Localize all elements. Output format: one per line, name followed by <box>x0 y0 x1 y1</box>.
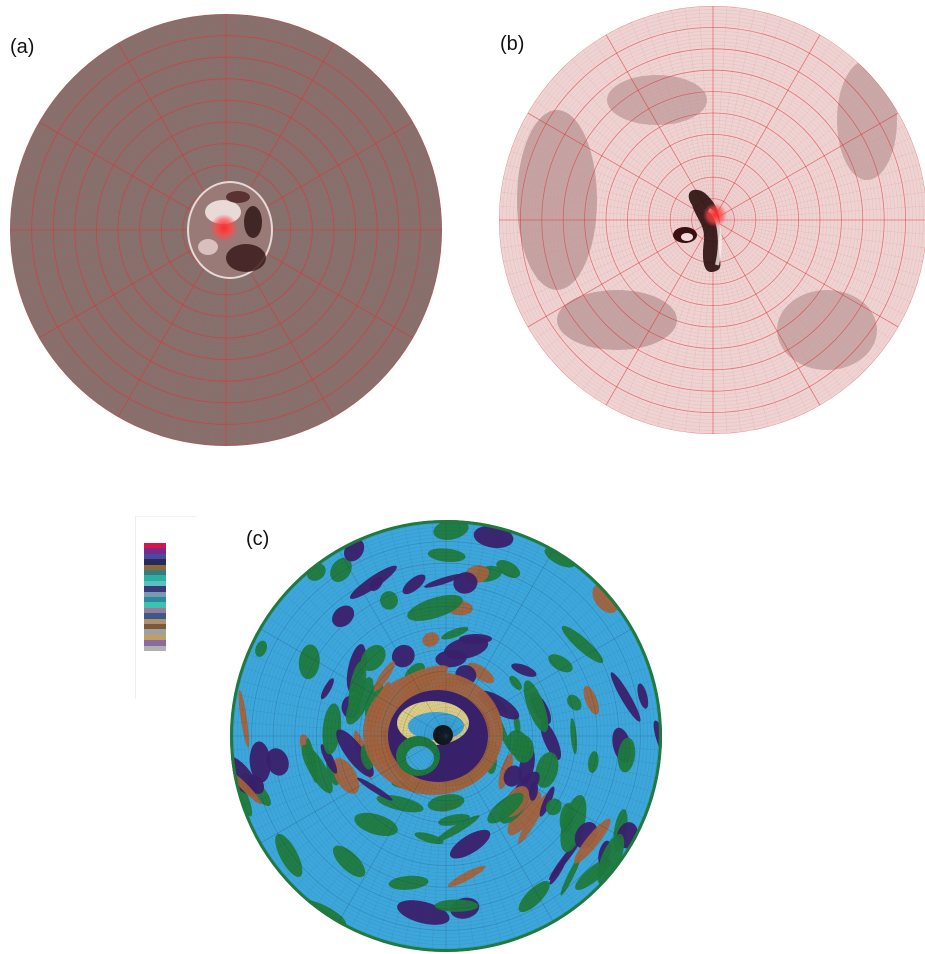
colorbar-swatch <box>144 618 166 625</box>
colorbar-swatch <box>144 624 166 630</box>
colorbar-swatch <box>144 580 166 587</box>
panel-c-rim <box>230 520 662 952</box>
panel-b-mesh-lines <box>499 6 925 434</box>
colorbar-swatch <box>144 553 166 560</box>
panel-b-vortex-region <box>673 189 727 273</box>
colorbar-swatch <box>144 575 166 582</box>
panel-b-mesh-disk <box>499 6 925 434</box>
colorbar-swatch <box>144 645 166 652</box>
colorbar <box>135 516 196 699</box>
colorbar-swatch <box>144 629 166 636</box>
colorbar-swatch <box>144 564 166 571</box>
colorbar-swatch <box>144 602 166 609</box>
colorbar-swatch <box>144 607 166 614</box>
colorbar-swatch <box>144 640 166 647</box>
panel-b-label: (b) <box>500 33 525 55</box>
panel-a-label: (a) <box>10 36 35 58</box>
panel-a-vortex-region <box>187 181 273 279</box>
colorbar-swatch <box>144 634 166 641</box>
panel-c-vorticity-disk <box>230 520 662 952</box>
panel-c-vortex-core <box>433 725 453 745</box>
panel-c-label: (c) <box>246 528 270 550</box>
colorbar-swatch <box>144 559 166 566</box>
panel-b-hot-spot <box>703 203 727 227</box>
colorbar-swatch <box>144 543 166 549</box>
panel-c-mesh-lines <box>230 520 662 952</box>
panel-a-hot-spot <box>210 214 238 242</box>
colorbar-swatch <box>144 570 166 576</box>
colorbar-swatch <box>144 597 166 603</box>
colorbar-swatch <box>144 548 166 555</box>
colorbar-swatch <box>144 586 166 593</box>
panel-a-mesh-disk <box>10 14 442 446</box>
panel-c-central-vortex <box>363 671 503 795</box>
colorbar-swatch <box>144 613 166 620</box>
colorbar-swatch <box>144 591 166 598</box>
